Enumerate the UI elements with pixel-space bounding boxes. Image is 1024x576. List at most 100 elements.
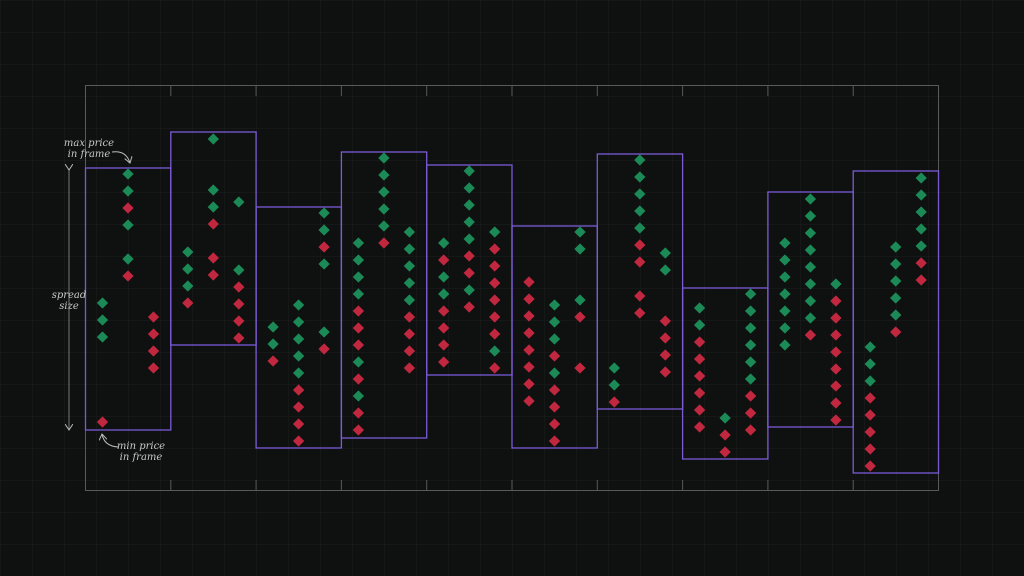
sell-diamond	[864, 426, 876, 438]
sell-diamond	[147, 311, 160, 323]
sell-diamond	[207, 252, 219, 264]
buy-diamond	[352, 356, 365, 368]
min-price-label: in frame	[120, 452, 163, 463]
buy-diamond	[463, 165, 475, 177]
sell-diamond	[744, 407, 757, 419]
sell-diamond	[378, 237, 390, 249]
sell-diamond	[523, 293, 535, 305]
buy-diamond	[634, 171, 646, 183]
sell-diamond	[267, 355, 279, 367]
buy-diamond	[915, 240, 927, 252]
sell-diamond	[744, 424, 757, 436]
buy-diamond	[804, 193, 817, 205]
buy-diamond	[352, 271, 365, 283]
buy-diamond	[318, 326, 330, 338]
buy-diamond	[207, 184, 219, 196]
sell-diamond	[804, 329, 817, 341]
buy-diamond	[548, 367, 561, 379]
buy-diamond	[352, 288, 365, 300]
sell-diamond	[864, 392, 876, 404]
buy-diamond	[267, 321, 279, 333]
buy-diamond	[744, 373, 757, 385]
sell-diamond	[523, 378, 535, 390]
sell-diamond	[523, 276, 535, 288]
frame-box	[852, 170, 940, 474]
sell-diamond	[659, 366, 671, 378]
buy-diamond	[403, 243, 416, 255]
sell-diamond	[438, 305, 450, 317]
sell-diamond	[147, 328, 160, 340]
frame-box	[596, 153, 684, 410]
sell-diamond	[548, 418, 561, 430]
sell-diamond	[915, 274, 927, 286]
sell-diamond	[548, 384, 561, 396]
sell-diamond	[719, 446, 731, 458]
sell-diamond	[830, 380, 842, 392]
buy-diamond	[318, 224, 330, 236]
sell-diamond	[830, 346, 842, 358]
buy-diamond	[378, 186, 390, 198]
buy-diamond	[744, 339, 757, 351]
buy-diamond	[463, 199, 475, 211]
buy-diamond	[890, 275, 902, 287]
buy-diamond	[744, 322, 757, 334]
buy-diamond	[403, 277, 416, 289]
sell-diamond	[523, 395, 535, 407]
buy-diamond	[890, 309, 902, 321]
buy-diamond	[744, 288, 757, 300]
sell-diamond	[463, 301, 475, 313]
sell-diamond	[523, 361, 535, 373]
buy-diamond	[548, 299, 561, 311]
buy-diamond	[463, 216, 475, 228]
sell-diamond	[693, 421, 706, 433]
sell-diamond	[634, 307, 646, 319]
buy-diamond	[378, 152, 390, 164]
sell-diamond	[318, 343, 330, 355]
buy-diamond	[804, 295, 817, 307]
sell-diamond	[233, 315, 245, 327]
sell-diamond	[233, 298, 245, 310]
buy-diamond	[719, 412, 731, 424]
sell-diamond	[489, 277, 501, 289]
buy-diamond	[233, 196, 245, 208]
sell-diamond	[634, 256, 646, 268]
sell-diamond	[147, 362, 160, 374]
sell-diamond	[292, 384, 305, 396]
buy-diamond	[804, 227, 817, 239]
sell-diamond	[438, 339, 450, 351]
buy-diamond	[352, 237, 365, 249]
sell-diamond	[719, 429, 731, 441]
sell-diamond	[438, 322, 450, 334]
sell-diamond	[830, 312, 842, 324]
sell-diamond	[182, 297, 194, 309]
sell-diamond	[830, 397, 842, 409]
buy-diamond	[693, 319, 706, 331]
sell-diamond	[659, 315, 671, 327]
sell-diamond	[693, 336, 706, 348]
buy-diamond	[378, 169, 390, 181]
buy-diamond	[915, 172, 927, 184]
sell-diamond	[233, 332, 245, 344]
buy-diamond	[182, 246, 194, 258]
buy-diamond	[548, 333, 561, 345]
buy-diamond	[438, 288, 450, 300]
buy-diamond	[779, 288, 791, 300]
buy-diamond	[574, 226, 586, 238]
sell-diamond	[523, 344, 535, 356]
sell-diamond	[634, 290, 646, 302]
sell-diamond	[830, 363, 842, 375]
buy-diamond	[830, 278, 842, 290]
buy-diamond	[548, 316, 561, 328]
buy-diamond	[463, 284, 475, 296]
max-price-label: max price	[64, 138, 114, 149]
sell-diamond	[693, 387, 706, 399]
buy-diamond	[318, 258, 330, 270]
sell-diamond	[352, 339, 365, 351]
sell-diamond	[830, 295, 842, 307]
sell-diamond	[548, 435, 561, 447]
sell-diamond	[574, 362, 586, 374]
sell-diamond	[463, 250, 475, 262]
buy-diamond	[292, 367, 305, 379]
max-arrow	[111, 151, 130, 163]
buy-diamond	[779, 271, 791, 283]
